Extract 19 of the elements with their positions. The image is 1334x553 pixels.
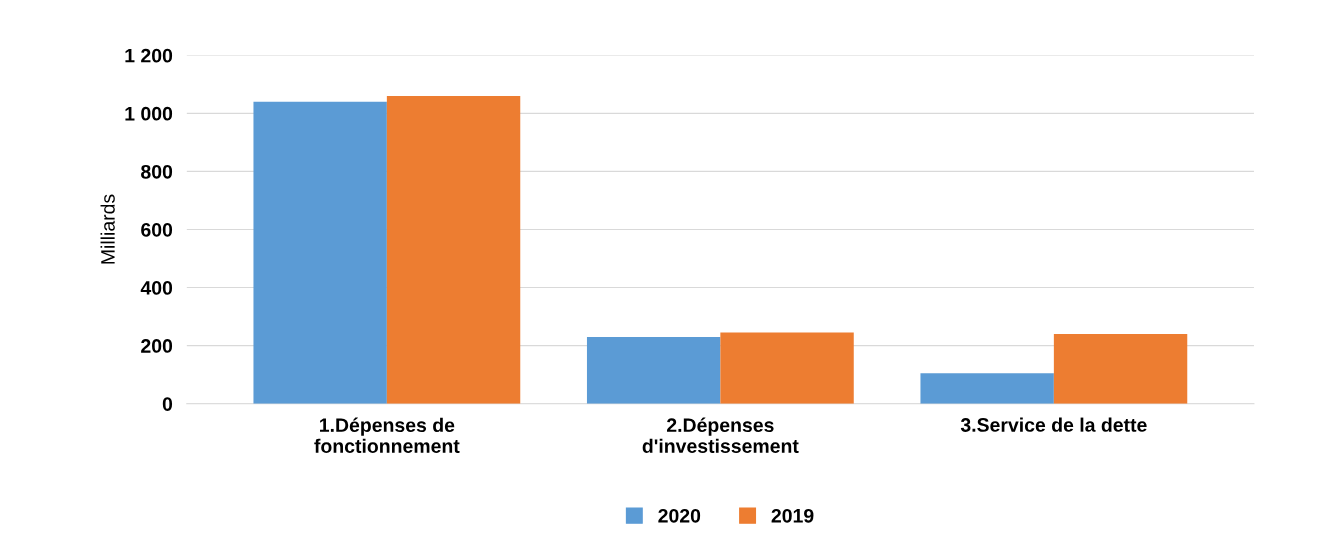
x-tick-label: 3.Service de la dette <box>960 417 1147 432</box>
bar <box>920 373 1054 404</box>
y-tick-label: 400 <box>140 281 173 295</box>
y-tick-label: 0 <box>162 397 173 411</box>
legend-label: 2020 <box>658 508 701 523</box>
y-tick-label: 800 <box>141 164 173 179</box>
y-tick-label: 1 200 <box>125 48 173 63</box>
legend-label: 2019 <box>771 508 814 523</box>
y-tick-label: 200 <box>141 339 173 353</box>
x-tick-label: 1.Dépenses de fonctionnement <box>314 417 460 453</box>
bar <box>253 101 387 404</box>
y-axis-title: Milliards <box>100 194 115 264</box>
y-tick-label: 1 000 <box>125 106 173 121</box>
bar <box>386 95 521 404</box>
bar <box>586 336 721 404</box>
bar <box>1053 334 1188 404</box>
x-tick-label: 2.Dépenses d'investissement <box>642 417 799 453</box>
y-tick-label: 600 <box>141 222 173 237</box>
bar <box>720 332 854 404</box>
